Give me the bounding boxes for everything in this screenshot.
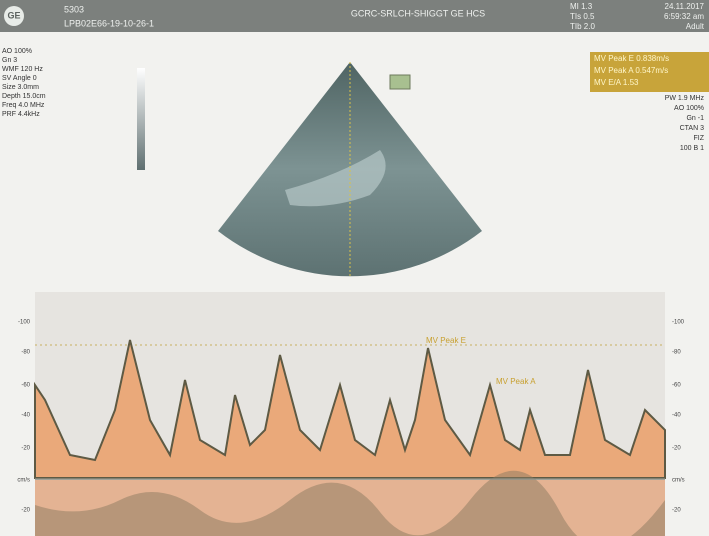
param: Depth 15.0cm (2, 93, 46, 100)
position-icon (389, 74, 411, 90)
annotation: MV Peak A (496, 377, 536, 386)
scale-label: -60 (21, 383, 30, 389)
param: SV Angle 0 (2, 75, 37, 82)
header-text: TIb 2.0 (570, 22, 595, 31)
param: Size 3.0mm (2, 84, 39, 91)
scale-label: -80 (21, 350, 30, 356)
param: Gn 3 (2, 57, 17, 64)
scale-label: -100 (18, 320, 31, 326)
param: 100 B 1 (680, 145, 704, 152)
param: PRF 4.4kHz (2, 111, 40, 118)
echo-structure (285, 150, 386, 207)
measurements: MV Peak E 0.838m/s MV Peak A 0.547m/s MV E… (594, 54, 669, 87)
param: PW 1.9 MHz (665, 95, 705, 102)
doppler-envelope (34, 339, 666, 479)
scale-label: -20 (21, 508, 30, 514)
measurement: MV Peak A 0.547m/s (594, 66, 668, 75)
param: WMF 120 Hz (2, 66, 43, 73)
measurement: MV E/A 1.53 (594, 78, 639, 87)
scale-label: -80 (672, 350, 681, 356)
scale-label: cm/s (17, 478, 30, 484)
header-text: MI 1.3 (570, 2, 593, 11)
left-params: AO 100% Gn 3 WMF 120 Hz SV Angle 0 Size 3.0m… (2, 48, 46, 118)
header-text: 6:59:32 am (664, 12, 704, 21)
header-text: LPB02E66-19-10-26-1 (64, 18, 154, 28)
header-text: Adult (686, 22, 705, 31)
scale-label: -20 (672, 446, 681, 452)
scale-label: cm/s (672, 478, 685, 484)
param: CTAN 3 (680, 125, 704, 132)
annotation: MV Peak E (426, 336, 466, 345)
param: Freq 4.0 MHz (2, 102, 45, 109)
header-text: GCRC-SRLCH-SHIGGT GE HCS (351, 8, 485, 18)
measurement: MV Peak E 0.838m/s (594, 54, 669, 63)
scale-label: -100 (672, 320, 685, 326)
scale-label: -20 (21, 446, 30, 452)
param: AO 100% (674, 105, 704, 112)
scale-label: -40 (672, 413, 681, 419)
header-bar (0, 0, 709, 32)
scales: -100 -80 -60 -40 -20 cm/s -20 -100 -80 -60 -40 -20 c… (17, 320, 684, 514)
param: FIZ (694, 135, 705, 142)
gray-scale-bar (137, 68, 145, 170)
header-text: 24.11.2017 (665, 2, 705, 11)
scale-label: -60 (672, 383, 681, 389)
measurement-box (590, 52, 709, 92)
header-text: TIs 0.5 (570, 12, 595, 21)
param: Gn -1 (686, 115, 704, 122)
header-text: 5303 (64, 4, 84, 14)
right-params: PW 1.9 MHz AO 100% Gn -1 CTAN 3 FIZ 100 B 1 (665, 95, 705, 152)
param: AO 100% (2, 48, 32, 55)
scale-label: -20 (672, 508, 681, 514)
logo-circle (4, 6, 24, 26)
reverse-flow-noise (35, 470, 665, 536)
scale-label: -40 (21, 413, 30, 419)
logo: GE (7, 10, 20, 20)
